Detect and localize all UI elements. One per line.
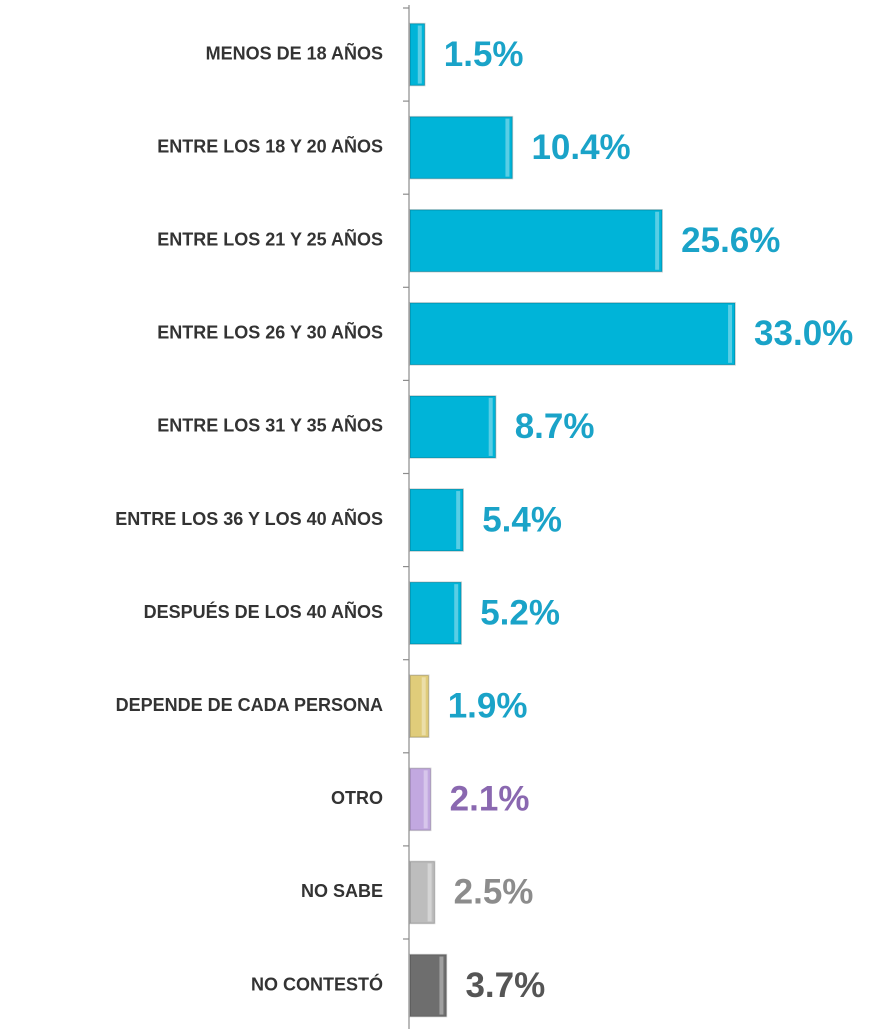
bar	[409, 674, 430, 738]
bar-shine	[488, 397, 493, 456]
category-label: NO SABE	[301, 881, 383, 901]
bar-shine	[439, 956, 444, 1015]
category-label: ENTRE LOS 31 Y 35 AÑOS	[157, 415, 383, 436]
category-label: ENTRE LOS 26 Y 30 AÑOS	[157, 322, 383, 343]
bar-shine	[427, 863, 432, 922]
value-label: 1.9%	[448, 687, 528, 726]
bar	[409, 22, 426, 87]
value-label: 2.5%	[454, 873, 534, 912]
value-label: 3.7%	[465, 966, 545, 1005]
bar	[409, 115, 514, 180]
value-label: 10.4%	[531, 128, 630, 167]
value-label: 2.1%	[450, 780, 530, 819]
category-label: ENTRE LOS 18 Y 20 AÑOS	[157, 135, 383, 156]
value-label: 1.5%	[444, 35, 524, 74]
bar-shine	[655, 211, 660, 270]
value-label: 8.7%	[515, 407, 595, 446]
value-label: 33.0%	[754, 314, 853, 353]
category-label: ENTRE LOS 36 Y LOS 40 AÑOS	[115, 508, 383, 529]
value-label: 25.6%	[681, 221, 780, 260]
category-label: ENTRE LOS 21 Y 25 AÑOS	[157, 229, 383, 250]
bar-shine	[505, 118, 510, 177]
bar-shine	[423, 770, 428, 829]
bar-shine	[454, 584, 459, 643]
bar	[409, 581, 462, 645]
bar	[409, 302, 736, 366]
value-label: 5.2%	[480, 593, 560, 632]
bar	[409, 767, 432, 832]
bar-shine	[728, 304, 733, 363]
bar-shine	[417, 25, 422, 84]
bar	[409, 209, 663, 273]
bar	[409, 395, 497, 459]
category-label: OTRO	[331, 788, 383, 808]
bar-shine	[421, 677, 426, 736]
category-label: DEPENDE DE CADA PERSONA	[116, 695, 383, 715]
bar	[409, 953, 448, 1018]
bar-shine	[456, 491, 461, 550]
category-label: MENOS DE 18 AÑOS	[206, 42, 383, 63]
category-label: DESPUÉS DE LOS 40 AÑOS	[144, 601, 383, 622]
category-label: NO CONTESTÓ	[251, 973, 383, 994]
value-label: 5.4%	[482, 500, 562, 539]
bar	[409, 488, 464, 552]
bar	[409, 860, 436, 925]
